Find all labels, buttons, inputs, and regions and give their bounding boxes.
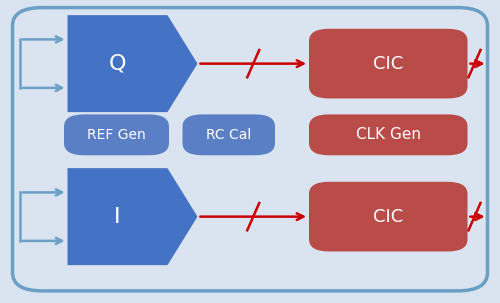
Text: REF Gen: REF Gen (87, 128, 146, 142)
FancyBboxPatch shape (309, 182, 468, 251)
Text: CLK Gen: CLK Gen (356, 127, 421, 142)
Polygon shape (68, 15, 198, 112)
FancyBboxPatch shape (64, 114, 169, 155)
Polygon shape (68, 168, 198, 265)
Text: RC Cal: RC Cal (206, 128, 252, 142)
FancyBboxPatch shape (309, 114, 468, 155)
Text: I: I (114, 207, 121, 227)
Text: CIC: CIC (373, 55, 404, 73)
FancyBboxPatch shape (182, 114, 275, 155)
FancyBboxPatch shape (12, 8, 488, 291)
Text: CIC: CIC (373, 208, 404, 226)
Text: Q: Q (109, 54, 126, 74)
FancyBboxPatch shape (309, 29, 468, 98)
